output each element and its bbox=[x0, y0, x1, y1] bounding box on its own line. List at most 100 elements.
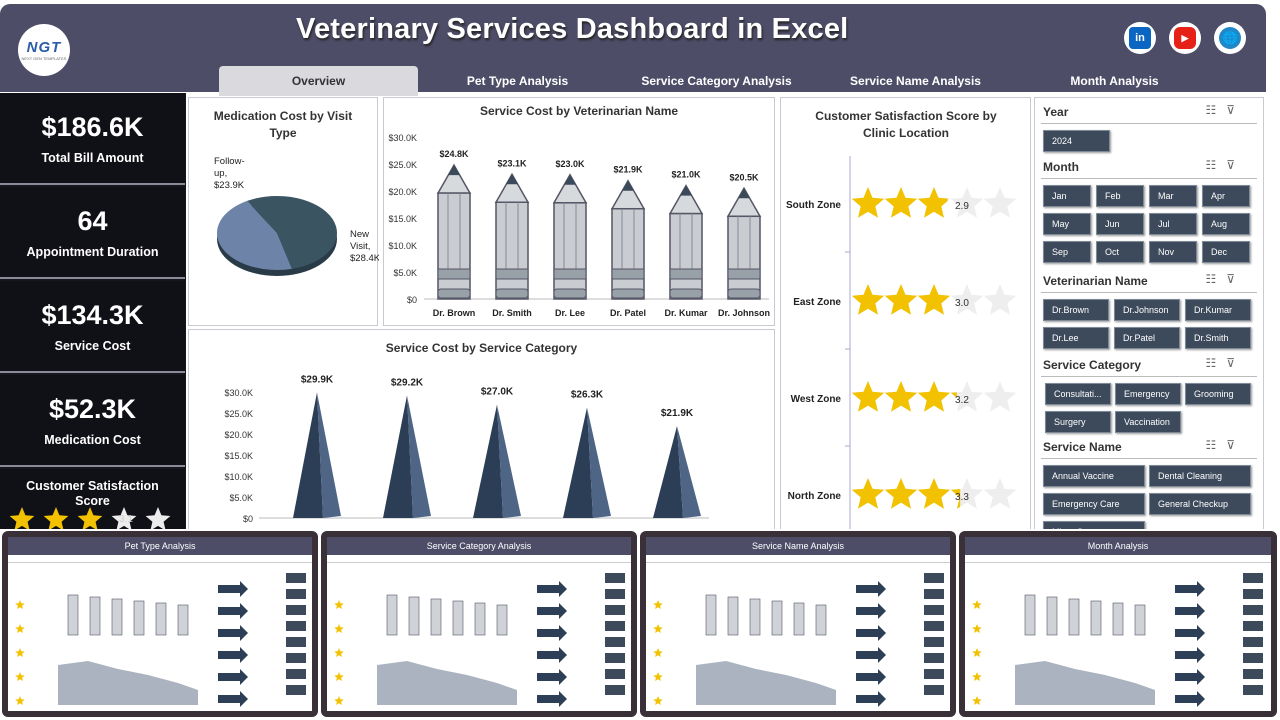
thumbnail-preview bbox=[972, 573, 1263, 707]
data-label: $21.9K bbox=[613, 165, 643, 175]
pencil-bar bbox=[437, 192, 471, 300]
slicer-service-item[interactable]: Emergency Care bbox=[1043, 493, 1145, 515]
slicer-vet-item[interactable]: Dr.Brown bbox=[1043, 299, 1109, 321]
slicer-service-item[interactable]: Annual Vaccine bbox=[1043, 465, 1145, 487]
chart-title: Service Cost by Veterinarian Name bbox=[479, 104, 679, 118]
thumb-star bbox=[334, 624, 344, 633]
slicer-month-oct[interactable]: Oct bbox=[1096, 241, 1144, 263]
linkedin-icon[interactable]: in bbox=[1124, 22, 1156, 54]
slicer-category-item[interactable]: Vaccination bbox=[1115, 411, 1181, 433]
youtube-icon[interactable]: ▶ bbox=[1169, 22, 1201, 54]
y-tick-label: $10.0K bbox=[388, 241, 417, 251]
slicer-month-jul[interactable]: Jul bbox=[1149, 213, 1197, 235]
kpi-star bbox=[111, 507, 137, 530]
tab-pet-type-analysis[interactable]: Pet Type Analysis bbox=[466, 74, 569, 88]
pencil-bar-lead bbox=[564, 174, 576, 185]
slicer-category-item[interactable]: Emergency bbox=[1115, 383, 1181, 405]
tab-month-analysis[interactable]: Month Analysis bbox=[1070, 74, 1159, 88]
thumb-star bbox=[972, 672, 982, 681]
globe-icon[interactable]: 🌐 bbox=[1214, 22, 1246, 54]
thumbnail-service-name[interactable]: Service Name Analysis bbox=[640, 531, 956, 717]
slicer-month-apr[interactable]: Apr bbox=[1202, 185, 1250, 207]
thumbnail-canvas: Pet Type Analysis bbox=[8, 537, 312, 711]
slicer-service-item[interactable]: General Checkup bbox=[1149, 493, 1251, 515]
thumb-bar bbox=[89, 596, 101, 636]
slicer-category-item[interactable]: Surgery bbox=[1045, 411, 1111, 433]
thumb-arrow bbox=[856, 691, 886, 707]
thumbnail-pet-type[interactable]: Pet Type Analysis bbox=[2, 531, 318, 717]
slicer-service-item[interactable]: Minor Surgery bbox=[1043, 521, 1145, 529]
slicer-vet-item[interactable]: Dr.Lee bbox=[1043, 327, 1109, 349]
kpi-label: Service Cost bbox=[54, 338, 131, 353]
thumbnail-tabs bbox=[646, 555, 950, 563]
thumb-area bbox=[696, 661, 836, 705]
thumb-arrow bbox=[218, 691, 248, 707]
thumb-bar bbox=[727, 596, 739, 636]
multi-select-filter-icons[interactable]: ☷⊽ bbox=[1205, 158, 1245, 172]
thumb-star bbox=[653, 600, 663, 609]
slicer-service-item[interactable]: Dental Cleaning bbox=[1149, 465, 1251, 487]
kpi-medication-cost: $52.3K Medication Cost bbox=[0, 375, 185, 467]
star-filled bbox=[851, 284, 885, 315]
thumb-bar bbox=[1024, 594, 1036, 636]
slicer-vet-item[interactable]: Dr.Kumar bbox=[1185, 299, 1251, 321]
thumb-bar bbox=[815, 604, 827, 636]
slicer-category-item[interactable]: Consultati... bbox=[1045, 383, 1111, 405]
tab-service-name-analysis[interactable]: Service Name Analysis bbox=[850, 74, 981, 88]
pie-label-new-visit: New bbox=[350, 229, 369, 240]
x-tick-label: Dr. Brown bbox=[433, 308, 476, 318]
thumb-bar bbox=[749, 598, 761, 636]
slicer-year-2024[interactable]: 2024 bbox=[1043, 130, 1110, 152]
thumb-arrow bbox=[537, 603, 567, 619]
multi-select-filter-icons[interactable]: ☷⊽ bbox=[1205, 272, 1245, 286]
multi-select-filter-icons[interactable]: ☷⊽ bbox=[1205, 356, 1245, 370]
thumb-bar bbox=[111, 598, 123, 636]
thumb-bar bbox=[430, 598, 442, 636]
tab-service-category-analysis[interactable]: Service Category Analysis bbox=[641, 74, 792, 88]
slicer-month-dec[interactable]: Dec bbox=[1202, 241, 1250, 263]
slicer-month-jan[interactable]: Jan bbox=[1043, 185, 1091, 207]
data-label: $26.3K bbox=[571, 390, 604, 401]
slicer-month-mar[interactable]: Mar bbox=[1149, 185, 1197, 207]
pyramid-bar bbox=[383, 395, 413, 518]
pyramid-bar bbox=[653, 426, 683, 518]
slicer-month-jun[interactable]: Jun bbox=[1096, 213, 1144, 235]
thumbnail-month[interactable]: Month Analysis bbox=[959, 531, 1277, 717]
slicer-category-item[interactable]: Grooming bbox=[1185, 383, 1251, 405]
pie-label-follow-up: up, bbox=[214, 168, 227, 179]
pyramid-bar bbox=[563, 407, 593, 518]
multi-select-filter-icons[interactable]: ☷⊽ bbox=[1205, 103, 1245, 117]
thumbnail-service-category[interactable]: Service Category Analysis bbox=[321, 531, 637, 717]
thumb-arrow bbox=[1175, 625, 1205, 641]
medication-cost-panel: Medication Cost by Visit Type Follow-up,… bbox=[188, 97, 379, 326]
divider bbox=[1041, 123, 1257, 124]
slicer-vet-item[interactable]: Dr.Patel bbox=[1114, 327, 1180, 349]
slicer-vet-item[interactable]: Dr.Johnson bbox=[1114, 299, 1180, 321]
logo-text: NGT bbox=[26, 39, 62, 56]
thumb-slicer bbox=[924, 637, 944, 647]
thumbnail-strip: Pet Type Analysis Service Category Analy… bbox=[0, 529, 1280, 720]
thumb-bar bbox=[1090, 600, 1102, 636]
slicer-month-may[interactable]: May bbox=[1043, 213, 1091, 235]
thumb-star bbox=[653, 672, 663, 681]
y-tick-label: $20.0K bbox=[388, 187, 417, 197]
slicer-month-sep[interactable]: Sep bbox=[1043, 241, 1091, 263]
thumb-slicer bbox=[924, 589, 944, 599]
thumb-arrow bbox=[537, 647, 567, 663]
kpi-satisfaction: Customer Satisfaction Score 3.1 bbox=[0, 469, 185, 530]
slicer-month-nov[interactable]: Nov bbox=[1149, 241, 1197, 263]
thumb-star bbox=[653, 696, 663, 705]
tab-overview[interactable]: Overview bbox=[219, 66, 418, 96]
pie-slice bbox=[217, 200, 292, 270]
slicer-vet-item[interactable]: Dr.Smith bbox=[1185, 327, 1251, 349]
multi-select-filter-icons[interactable]: ☷⊽ bbox=[1205, 438, 1245, 452]
slicer-month-aug[interactable]: Aug bbox=[1202, 213, 1250, 235]
thumb-slicer bbox=[286, 685, 306, 695]
kpi-label: Medication Cost bbox=[44, 432, 141, 447]
thumb-slicer bbox=[924, 605, 944, 615]
data-label: 3.2 bbox=[955, 395, 969, 406]
data-label: $24.8K bbox=[439, 149, 469, 159]
slicer-month-feb[interactable]: Feb bbox=[1096, 185, 1144, 207]
pencil-bar-lead bbox=[506, 174, 518, 185]
